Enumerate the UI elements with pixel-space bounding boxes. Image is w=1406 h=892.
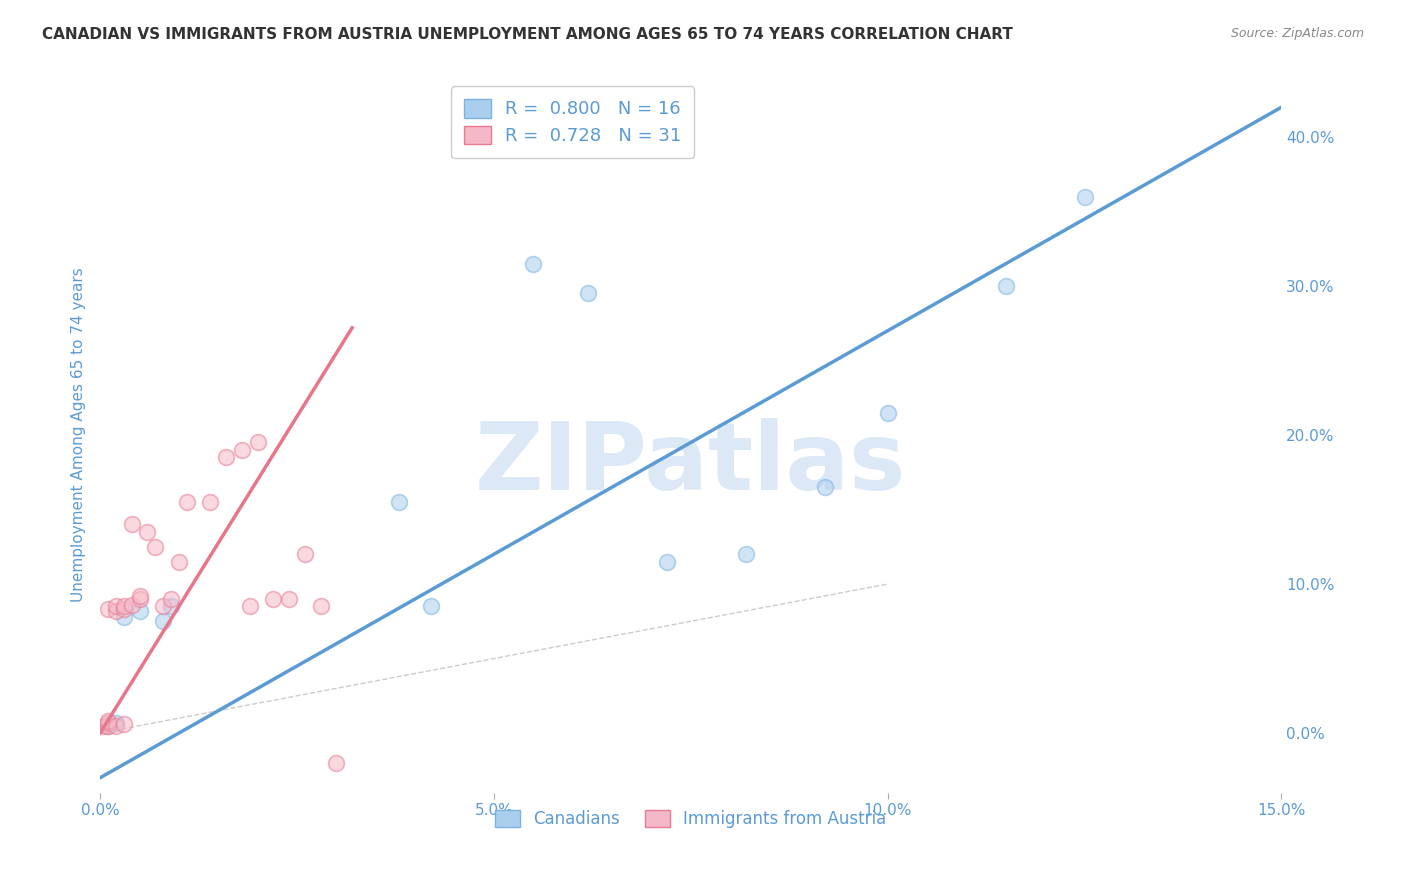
Point [143, 540, 166, 554]
Point [419, 599, 441, 614]
Point [104, 715, 127, 730]
Point [93, 718, 115, 732]
Point [104, 599, 127, 614]
Point [128, 591, 150, 606]
Point [309, 599, 332, 614]
Point [97, 714, 120, 728]
Text: ZIPatlas: ZIPatlas [475, 417, 907, 509]
Point [160, 599, 183, 614]
Point [325, 756, 347, 770]
Point [176, 495, 198, 509]
Point [121, 598, 143, 612]
Text: CANADIAN VS IMMIGRANTS FROM AUSTRIA UNEMPLOYMENT AMONG AGES 65 TO 74 YEARS CORRE: CANADIAN VS IMMIGRANTS FROM AUSTRIA UNEM… [42, 27, 1014, 42]
Point [121, 517, 143, 532]
Point [1073, 189, 1095, 203]
Point [576, 286, 599, 301]
Point [814, 480, 837, 494]
Point [167, 555, 190, 569]
Point [160, 591, 183, 606]
Point [231, 442, 253, 457]
Point [239, 599, 262, 614]
Point [294, 547, 316, 561]
Point [97, 718, 120, 732]
Point [136, 524, 159, 539]
Point [104, 604, 127, 618]
Point [97, 602, 120, 616]
Point [104, 718, 127, 732]
Point [97, 718, 120, 732]
Point [262, 591, 284, 606]
Point [128, 589, 150, 603]
Point [994, 279, 1017, 293]
Point [152, 615, 174, 629]
Point [278, 591, 301, 606]
Point [97, 715, 120, 730]
Point [112, 717, 135, 731]
Point [655, 555, 678, 569]
Text: Source: ZipAtlas.com: Source: ZipAtlas.com [1230, 27, 1364, 40]
Point [735, 547, 758, 561]
Point [215, 450, 238, 465]
Point [200, 495, 222, 509]
Point [152, 599, 174, 614]
Legend: Canadians, Immigrants from Austria: Canadians, Immigrants from Austria [488, 803, 893, 834]
Point [388, 495, 411, 509]
Point [876, 406, 898, 420]
Point [246, 435, 269, 450]
Point [522, 257, 544, 271]
Point [128, 604, 150, 618]
Point [112, 610, 135, 624]
Y-axis label: Unemployment Among Ages 65 to 74 years: Unemployment Among Ages 65 to 74 years [72, 268, 86, 602]
Point [112, 602, 135, 616]
Point [112, 599, 135, 614]
